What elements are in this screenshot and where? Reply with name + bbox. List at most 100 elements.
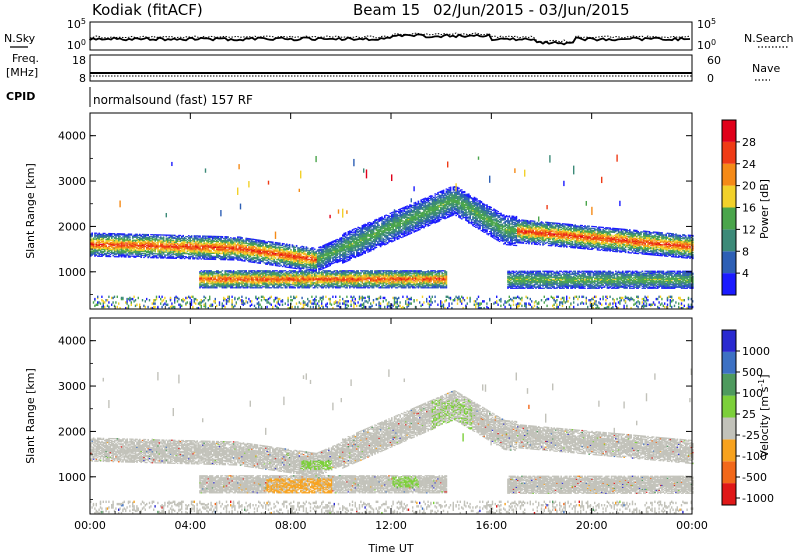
heatmap-cell (203, 275, 205, 277)
heatmap-cell (228, 279, 231, 281)
heatmap-cell (185, 244, 187, 247)
heatmap-cell (137, 251, 140, 253)
heatmap-cell (136, 254, 138, 256)
heatmap-cell (127, 235, 130, 237)
heatmap-cell (245, 280, 247, 282)
heatmap-cell (235, 258, 238, 260)
heatmap-cell (129, 251, 131, 253)
heatmap-cell (196, 248, 198, 250)
heatmap-cell (295, 262, 298, 265)
heatmap-cell (216, 254, 218, 257)
heatmap-cell (134, 244, 137, 246)
heatmap-cell (315, 155, 317, 163)
heatmap-cell (102, 240, 105, 243)
heatmap-cell (270, 244, 273, 246)
heatmap-cell (232, 271, 235, 273)
heatmap-cell (176, 256, 179, 259)
heatmap-cell (234, 240, 236, 242)
heatmap-cell (98, 232, 100, 234)
heatmap-cell (270, 255, 273, 257)
heatmap-cell (126, 306, 128, 310)
heatmap-cell (309, 272, 312, 274)
heatmap-cell (231, 275, 233, 277)
heatmap-cell (90, 236, 92, 238)
heatmap-cell (108, 239, 110, 242)
heatmap-cell (161, 234, 163, 236)
heatmap-cell (102, 254, 105, 257)
heatmap-cell (314, 251, 316, 253)
heatmap-cell (147, 255, 149, 258)
heatmap-cell (140, 238, 142, 241)
heatmap-cell (200, 274, 203, 276)
heatmap-cell (199, 286, 201, 288)
heatmap-cell (141, 238, 144, 241)
heatmap-cell (206, 272, 208, 274)
heatmap-cell (161, 248, 163, 250)
heatmap-cell (141, 252, 144, 255)
heatmap-cell (119, 254, 121, 256)
heatmap-cell (315, 263, 317, 266)
heatmap-cell (125, 240, 127, 242)
noise-right-tick-low: 100 (697, 38, 716, 52)
heatmap-cell (251, 278, 253, 280)
heatmap-cell (169, 236, 172, 238)
nsearch-trace (89, 32, 691, 43)
heatmap-cell (139, 241, 141, 244)
heatmap-cell (251, 261, 253, 263)
heatmap-cell (207, 242, 210, 244)
heatmap-cell (181, 241, 183, 244)
heatmap-cell (202, 280, 204, 282)
heatmap-cell (239, 299, 242, 302)
heatmap-cell (221, 242, 224, 245)
heatmap-cell (218, 283, 221, 285)
heatmap-cell (178, 240, 180, 243)
heatmap-cell (279, 246, 281, 248)
heatmap-cell (262, 247, 264, 249)
heatmap-cell (137, 236, 140, 238)
heatmap-cell (225, 246, 228, 248)
heatmap-cell (232, 275, 235, 277)
heatmap-cell (97, 245, 99, 247)
heatmap-cell (175, 240, 177, 243)
heatmap-cell (241, 273, 243, 275)
heatmap-cell (144, 254, 147, 257)
heatmap-cell (94, 245, 96, 247)
heatmap-cell (265, 256, 267, 258)
heatmap-cell (115, 243, 117, 245)
heatmap-cell (274, 250, 277, 253)
heatmap-cell (270, 251, 273, 253)
heatmap-cell (217, 256, 219, 259)
heatmap-cell (94, 253, 96, 255)
heatmap-cell (175, 252, 177, 254)
heatmap-cell (113, 256, 116, 258)
heatmap-cell (267, 252, 270, 255)
heatmap-cell (237, 297, 239, 301)
heatmap-cell (267, 261, 270, 264)
heatmap-cell (322, 270, 324, 272)
heatmap-cell (232, 249, 235, 251)
heatmap-cell (251, 241, 253, 243)
heatmap-cell (277, 262, 280, 264)
heatmap-cell (270, 287, 273, 289)
heatmap-cell (150, 251, 152, 253)
heatmap-cell (92, 241, 95, 243)
heatmap-cell (234, 275, 236, 277)
heatmap-cell (244, 274, 246, 276)
heatmap-cell (280, 278, 282, 280)
heatmap-cell (94, 235, 96, 237)
heatmap-cell (204, 273, 207, 275)
heatmap-cell (228, 271, 231, 273)
heatmap-cell (266, 279, 268, 281)
heatmap-cell (263, 250, 266, 252)
heatmap-cell (239, 246, 242, 248)
heatmap-cell (277, 300, 279, 303)
heatmap-cell (174, 299, 176, 302)
heatmap-cell (98, 238, 100, 240)
heatmap-cell (130, 242, 133, 244)
heatmap-cell (190, 243, 193, 245)
heatmap-cell (273, 285, 275, 287)
heatmap-cell (137, 238, 140, 240)
heatmap-cell (141, 249, 144, 252)
heatmap-cell (225, 257, 228, 259)
heatmap-cell (269, 271, 271, 273)
